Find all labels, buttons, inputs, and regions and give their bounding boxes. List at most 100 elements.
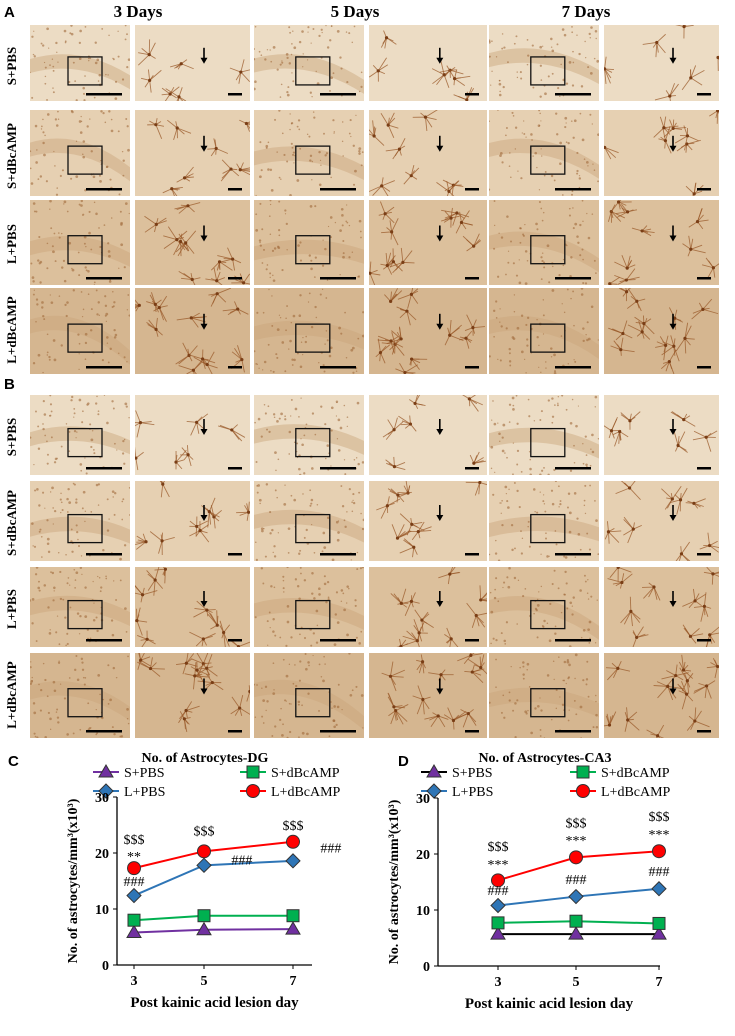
legend-marker	[577, 785, 590, 798]
micrograph-b-l-dbcamp-5d-overview	[254, 653, 364, 738]
significance-annotation: ###	[566, 873, 587, 888]
data-point	[128, 914, 140, 926]
legend-item-s-dbcamp: S+dBcAMP	[240, 766, 340, 781]
row-label-a-l-dbcamp: L+dBcAMP	[4, 285, 20, 375]
y-tick-label: 20	[416, 848, 430, 863]
micrograph-b-l-pbs-3d-zoom	[135, 567, 250, 647]
micrograph-b-s-dbcamp-3d-overview	[30, 481, 130, 561]
micrograph-a-s-dbcamp-3d-zoom	[135, 110, 250, 196]
micrograph-b-l-dbcamp-7d-zoom	[604, 653, 719, 738]
legend-item-l-dbcamp: L+dBcAMP	[570, 785, 671, 801]
micrograph-b-l-pbs-3d-overview	[30, 567, 130, 647]
micrograph-a-s-dbcamp-7d-overview	[489, 110, 599, 196]
significance-annotation: $$$	[488, 840, 509, 855]
x-tick-label: 5	[573, 975, 580, 990]
x-tick-label: 3	[131, 974, 138, 989]
legend-label: S+PBS	[452, 766, 493, 781]
micrograph-b-s-pbs-5d-overview	[254, 395, 364, 475]
significance-annotation: ###	[231, 854, 252, 869]
data-point	[570, 915, 582, 927]
legend-marker	[577, 766, 589, 778]
micrograph-b-l-pbs-7d-zoom	[604, 567, 719, 647]
row-label-a-s-pbs: S+PBS	[4, 21, 20, 111]
micrograph-a-s-pbs-3d-overview	[30, 25, 130, 101]
micrograph-a-l-dbcamp-7d-zoom	[604, 288, 719, 374]
micrograph-b-l-dbcamp-7d-overview	[489, 653, 599, 738]
legend-label: L+PBS	[452, 785, 493, 800]
micrograph-a-s-pbs-5d-overview	[254, 25, 364, 101]
significance-annotation: $$$	[124, 833, 145, 848]
significance-annotation: ###	[649, 865, 670, 880]
micrograph-a-l-dbcamp-3d-zoom	[135, 288, 250, 374]
micrograph-a-s-pbs-7d-zoom	[604, 25, 719, 101]
legend-item-l-pbs: L+PBS	[421, 784, 493, 800]
row-label-b-s-dbcamp: S+dBcAMP	[4, 478, 20, 568]
micrograph-a-s-pbs-3d-zoom	[135, 25, 250, 101]
micrograph-a-l-pbs-7d-overview	[489, 200, 599, 285]
significance-annotation: $$$	[649, 810, 670, 825]
series-line	[134, 929, 293, 932]
series-l-pbs	[127, 854, 300, 903]
micrograph-b-s-dbcamp-5d-overview	[254, 481, 364, 561]
significance-annotation: ###	[320, 841, 341, 856]
x-tick-label: 7	[656, 975, 663, 990]
micrograph-a-s-dbcamp-5d-zoom	[369, 110, 487, 196]
legend-item-s-pbs: S+PBS	[93, 765, 165, 781]
micrograph-a-s-pbs-7d-overview	[489, 25, 599, 101]
series-l-dbcamp	[128, 835, 300, 874]
micrograph-a-l-dbcamp-5d-zoom	[369, 288, 487, 374]
data-point	[569, 890, 583, 904]
legend-marker	[247, 785, 260, 798]
panel-letter-a: A	[4, 4, 15, 21]
significance-annotation: ***	[566, 834, 587, 849]
micrograph-a-l-pbs-5d-zoom	[369, 200, 487, 285]
x-tick-label: 5	[201, 974, 208, 989]
significance-annotation: ###	[488, 884, 509, 899]
legend-label: L+PBS	[124, 785, 165, 800]
micrograph-a-s-dbcamp-7d-zoom	[604, 110, 719, 196]
row-label-a-l-pbs: L+PBS	[4, 199, 20, 289]
micrograph-b-l-dbcamp-3d-overview	[30, 653, 130, 738]
micrograph-a-s-dbcamp-3d-overview	[30, 110, 130, 196]
micrograph-b-s-pbs-3d-overview	[30, 395, 130, 475]
data-point	[127, 889, 141, 903]
y-tick-label: 0	[102, 959, 109, 974]
micrograph-b-s-pbs-7d-zoom	[604, 395, 719, 475]
data-point	[198, 910, 210, 922]
micrograph-b-s-dbcamp-5d-zoom	[369, 481, 487, 561]
x-axis-label: Post kainic acid lesion day	[130, 995, 299, 1011]
row-label-b-s-pbs: S+PBS	[4, 392, 20, 482]
row-label-a-s-dbcamp: S+dBcAMP	[4, 111, 20, 201]
micrograph-a-l-pbs-3d-overview	[30, 200, 130, 285]
significance-annotation: $$$	[194, 825, 215, 840]
data-point	[653, 845, 666, 858]
significance-annotation: **	[127, 850, 141, 865]
y-tick-label: 30	[95, 791, 109, 806]
data-point	[198, 845, 211, 858]
significance-annotation: ###	[124, 875, 145, 890]
column-heading-3-days: 3 Days	[38, 2, 238, 22]
data-point	[492, 917, 504, 929]
data-point	[286, 922, 300, 934]
row-label-b-l-pbs: L+PBS	[4, 564, 20, 654]
series-s-dbcamp	[492, 915, 665, 929]
y-axis-label: No. of astrocytes/mm³(x10³)	[66, 798, 81, 963]
series-s-dbcamp	[128, 910, 299, 926]
micrograph-a-s-dbcamp-5d-overview	[254, 110, 364, 196]
significance-annotation: ***	[488, 858, 509, 873]
data-point	[286, 854, 300, 868]
legend-label: S+dBcAMP	[271, 766, 340, 781]
micrograph-b-s-dbcamp-3d-zoom	[135, 481, 250, 561]
legend-item-s-dbcamp: S+dBcAMP	[570, 766, 670, 781]
x-axis-label: Post kainic acid lesion day	[465, 996, 634, 1012]
panel-letter-b: B	[4, 376, 15, 393]
x-tick-label: 7	[290, 974, 297, 989]
data-point	[197, 858, 211, 872]
micrograph-b-l-dbcamp-5d-zoom	[369, 653, 487, 738]
legend-item-l-dbcamp: L+dBcAMP	[240, 785, 341, 801]
data-point	[570, 851, 583, 864]
